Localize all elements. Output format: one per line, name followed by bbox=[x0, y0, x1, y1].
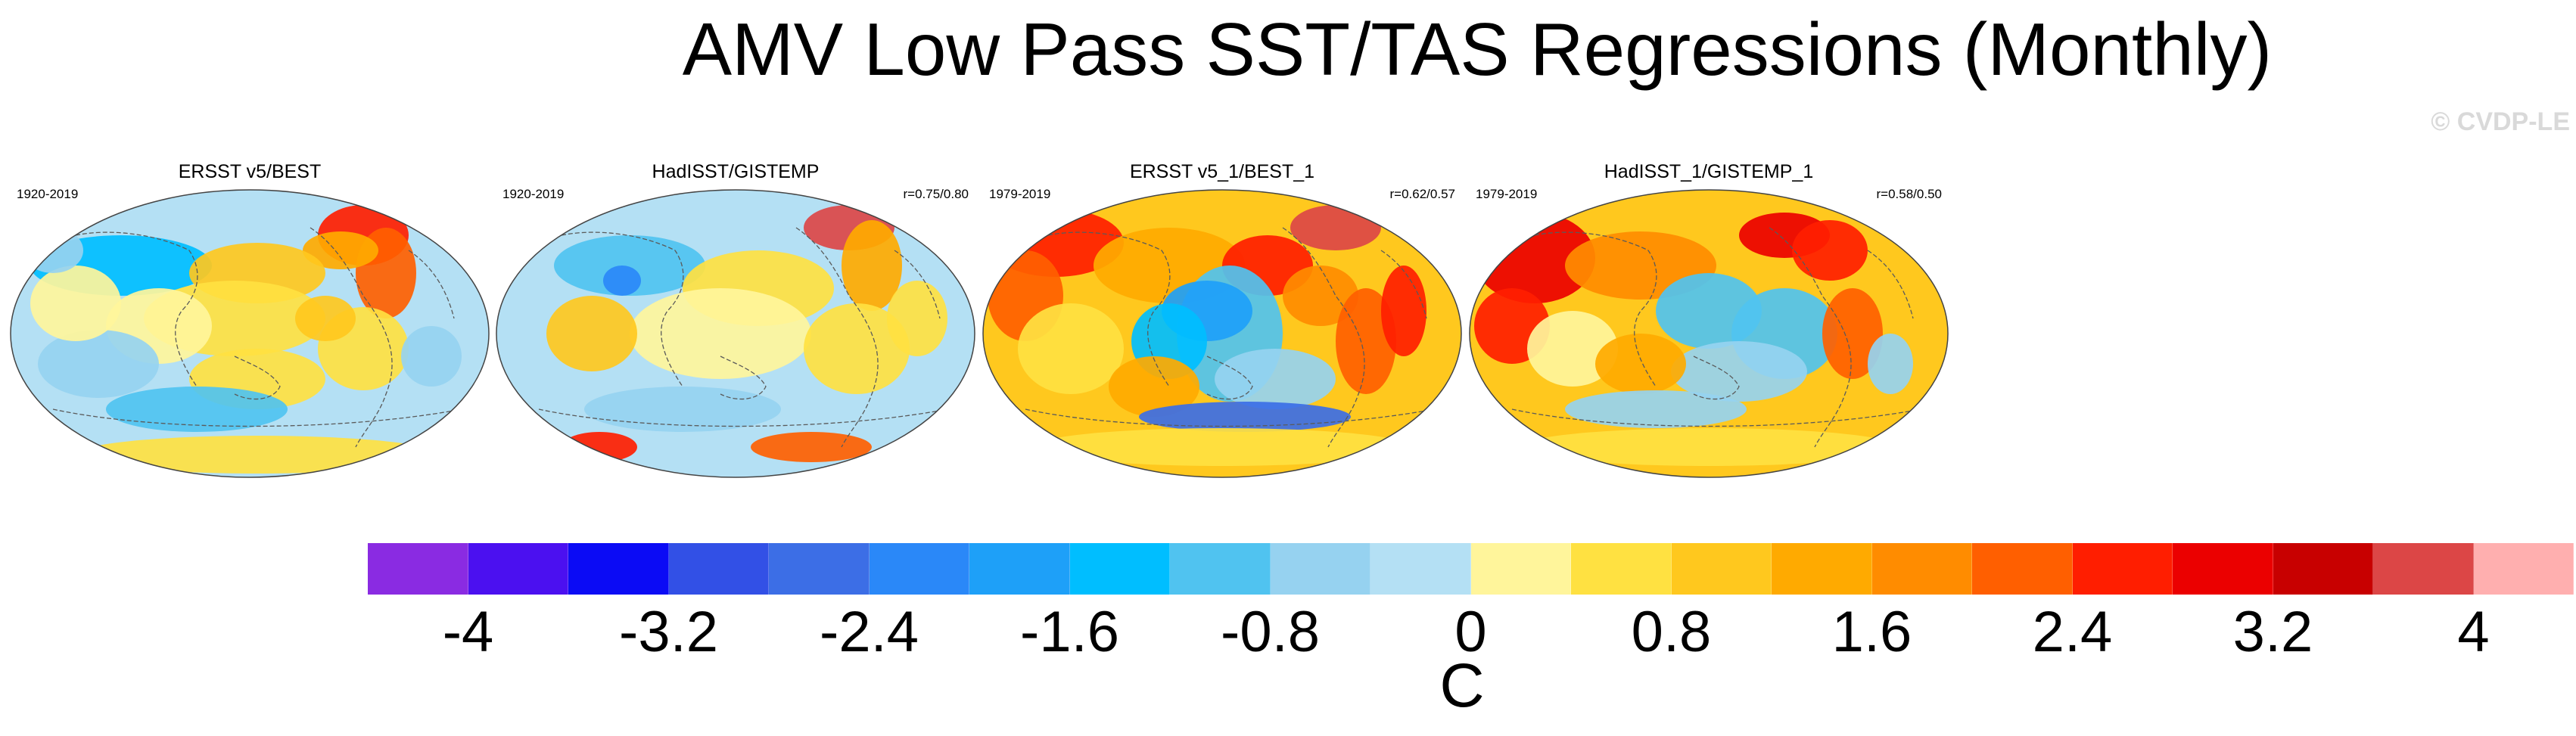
map-panel-1: ERSST v5/BEST 1920-2019 bbox=[8, 155, 492, 480]
colorbar-tick-label: -2.4 bbox=[820, 600, 919, 664]
map-panel-3: ERSST v5_1/BEST_1 1979-2019 r=0.62/0.57 bbox=[980, 155, 1464, 480]
colorbar-swatch bbox=[1370, 543, 1471, 595]
colorbar-swatch bbox=[368, 543, 468, 595]
figure-title: AMV Low Pass SST/TAS Regressions (Monthl… bbox=[682, 8, 2273, 91]
colorbar-swatch bbox=[2173, 543, 2273, 595]
regression-map bbox=[1469, 189, 1949, 478]
map-panel-2: HadISST/GISTEMP 1920-2019 r=0.75/0.80 bbox=[493, 155, 978, 480]
colorbar-swatch bbox=[1270, 543, 1370, 595]
colorbar-swatch bbox=[1069, 543, 1170, 595]
colorbar-swatch bbox=[1871, 543, 1972, 595]
colorbar-swatch bbox=[1671, 543, 1772, 595]
colorbar-swatch bbox=[769, 543, 870, 595]
panel-title: ERSST v5/BEST bbox=[178, 161, 322, 182]
panel-period: 1920-2019 bbox=[502, 187, 565, 201]
watermark: © CVDP-LE bbox=[2431, 107, 2570, 136]
colorbar-tick-label: 0.8 bbox=[1631, 600, 1712, 664]
panel-title: ERSST v5_1/BEST_1 bbox=[1129, 161, 1315, 182]
panel-title: HadISST_1/GISTEMP_1 bbox=[1604, 161, 1814, 182]
colorbar-tick-label: -0.8 bbox=[1221, 600, 1320, 664]
regression-map bbox=[496, 189, 975, 478]
colorbar-unit: C bbox=[1439, 651, 1485, 720]
colorbar-swatch bbox=[1470, 543, 1571, 595]
colorbar-tick-label: 0 bbox=[1454, 600, 1487, 664]
colorbar-swatch bbox=[1170, 543, 1271, 595]
panel-correlation: r=0.58/0.50 bbox=[1876, 187, 1943, 201]
colorbar-tick-label: 3.2 bbox=[2232, 600, 2313, 664]
map-panel-4: HadISST_1/GISTEMP_1 1979-2019 r=0.58/0.5… bbox=[1467, 155, 1951, 480]
colorbar-swatch bbox=[869, 543, 969, 595]
colorbar-tick-label: -4 bbox=[442, 600, 494, 664]
colorbar-swatch bbox=[2273, 543, 2373, 595]
panel-period: 1920-2019 bbox=[17, 187, 79, 201]
panel-title: HadISST/GISTEMP bbox=[652, 161, 820, 182]
panel-correlation: r=0.75/0.80 bbox=[903, 187, 969, 201]
panel-period: 1979-2019 bbox=[989, 187, 1051, 201]
colorbar-swatch bbox=[1571, 543, 1672, 595]
regression-map bbox=[10, 189, 490, 478]
colorbar-swatch bbox=[1972, 543, 2073, 595]
colorbar-swatch bbox=[1772, 543, 1872, 595]
colorbar-swatch bbox=[568, 543, 669, 595]
colorbar-swatch bbox=[2373, 543, 2474, 595]
colorbar-swatch bbox=[2072, 543, 2173, 595]
colorbar-swatch bbox=[2473, 543, 2574, 595]
regression-map bbox=[982, 189, 1462, 478]
colorbar-tick-label: -1.6 bbox=[1020, 600, 1119, 664]
colorbar-tick-label: 2.4 bbox=[2032, 600, 2113, 664]
colorbar-tick-label: 4 bbox=[2457, 600, 2490, 664]
panel-correlation: r=0.62/0.57 bbox=[1389, 187, 1456, 201]
colorbar-swatch bbox=[468, 543, 568, 595]
colorbar-tick-label: 1.6 bbox=[1831, 600, 1912, 664]
colorbar-tick-label: -3.2 bbox=[619, 600, 718, 664]
colorbar-swatch bbox=[668, 543, 769, 595]
colorbar-swatch bbox=[969, 543, 1070, 595]
panel-period: 1979-2019 bbox=[1476, 187, 1538, 201]
